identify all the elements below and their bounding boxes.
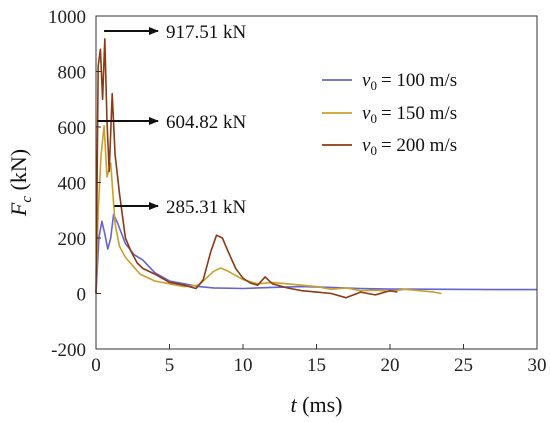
y-axis-label: Fc (kN) [6,149,35,217]
y-axis-unit: (kN) [6,149,31,196]
legend-label-0: v0 = 100 m/s [362,70,457,93]
legend-sub: 0 [370,78,377,93]
y-tick-label: 600 [58,118,87,139]
x-tick-label: 25 [454,355,473,376]
y-tick-label: 400 [58,174,87,195]
legend-sub: 0 [370,111,377,126]
legend-label-1: v0 = 150 m/s [362,103,457,126]
annotation-label: 604.82 kN [166,112,247,133]
x-tick-label: 5 [165,355,175,376]
legend-name: = 200 m/s [381,135,457,156]
legend-var: v [362,103,371,124]
legend-var: v [362,135,371,156]
x-tick-label: 20 [381,355,400,376]
x-axis-var: t [291,392,298,417]
y-tick-label: 800 [58,63,87,84]
legend-name: = 100 m/s [381,70,457,91]
y-axis-sub: c [19,196,35,203]
legend-name: = 150 m/s [381,103,457,124]
series-line-0 [95,213,537,294]
y-axis-var: F [6,202,31,217]
y-tick-label: 200 [58,229,87,250]
series-line-1 [95,124,442,295]
x-tick-label: 30 [528,355,547,376]
x-tick-label: 15 [307,355,326,376]
y-tick-label: -200 [51,340,86,361]
legend-label-2: v0 = 200 m/s [362,135,457,158]
legend-sub: 0 [370,143,377,158]
x-tick-label: 0 [91,355,101,376]
y-tick-label: 0 [77,285,87,306]
x-axis-label: t (ms) [291,392,343,417]
y-tick-label: 1000 [48,7,86,28]
series-line-2 [95,38,398,299]
x-axis-unit: (ms) [297,392,343,417]
legend-var: v [362,70,371,91]
x-tick-label: 10 [234,355,253,376]
plot-frame [95,15,538,350]
annotation-label: 285.31 kN [166,197,247,218]
annotation-label: 917.51 kN [166,22,247,43]
